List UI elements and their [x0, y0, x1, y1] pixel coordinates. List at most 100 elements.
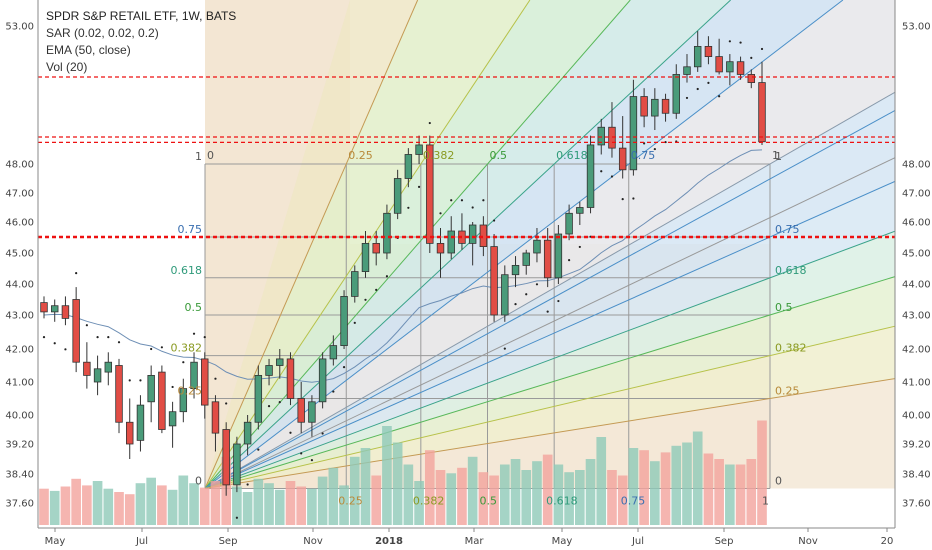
sar-dot — [707, 81, 710, 84]
sar-dot — [653, 147, 656, 151]
volume-bar — [671, 445, 682, 525]
volume-bar — [274, 489, 285, 525]
candle-body — [618, 147, 627, 171]
sar-dot — [407, 206, 410, 209]
volume-bar — [553, 464, 564, 525]
sar-dot — [525, 293, 528, 296]
x-tick-label: Jul — [135, 536, 148, 547]
sar-dot — [621, 197, 624, 201]
y-tick-right: 39.20 — [902, 440, 931, 451]
volume-bar — [424, 450, 435, 525]
fib-price-label-left: 0.382 — [171, 342, 203, 355]
volume-bar — [585, 459, 596, 525]
candle-body — [533, 239, 541, 254]
sar-dot — [300, 452, 303, 455]
volume-bar — [617, 475, 628, 525]
volume-bar — [49, 490, 60, 525]
volume-bar — [210, 481, 221, 525]
volume-bar — [339, 485, 349, 525]
candle-body — [501, 274, 509, 316]
sar-dot — [171, 385, 174, 389]
candle-body — [201, 358, 209, 406]
volume-bar — [167, 489, 178, 525]
y-tick-right: 38.40 — [902, 470, 931, 481]
volume-bar — [403, 464, 414, 525]
sar-dot — [728, 40, 731, 43]
candle-body — [597, 126, 605, 146]
candle-body — [661, 98, 670, 114]
candle-body — [404, 154, 413, 179]
sar-dot — [235, 516, 238, 519]
fib-price-label-left: 1 — [195, 150, 202, 163]
sar-dot — [696, 87, 699, 91]
sar-dot — [42, 336, 46, 339]
candle-body — [511, 264, 520, 276]
sar-dot — [96, 336, 99, 339]
legend-ema: EMA (50, close) — [46, 43, 131, 57]
x-tick-label: Mar — [465, 536, 485, 547]
gann-fan — [204, 0, 932, 489]
candle-body — [265, 365, 273, 376]
candle-body — [190, 361, 198, 390]
sar-dot — [535, 283, 539, 286]
candle-body — [683, 66, 691, 75]
volume-bar — [71, 478, 81, 525]
volume-bar — [103, 488, 114, 525]
sar-dot — [557, 299, 560, 303]
volume-bar — [199, 487, 210, 525]
candle-body — [83, 361, 91, 376]
fib-labels: 1 1 0.75 0.75 0.618 0.618 0.5 0.5 0.382 0.382 0.25… — [171, 149, 807, 508]
sar-dot — [760, 47, 764, 51]
candle-body — [147, 374, 155, 403]
candle-body — [233, 443, 241, 486]
x-tick-label: May — [552, 536, 573, 547]
sar-dot — [450, 199, 453, 202]
fan-ray-gray — [204, 157, 896, 489]
y-tick-left: 39.20 — [5, 440, 34, 451]
volume-bar — [574, 470, 585, 525]
y-tick-right: 40.00 — [902, 411, 931, 422]
sar-dot — [192, 332, 196, 335]
volume-bar — [414, 481, 424, 525]
volume-bar — [757, 420, 767, 525]
candle-body — [50, 305, 59, 313]
legend-sar: SAR (0.02, 0.02, 0.2) — [46, 26, 159, 40]
candle-body — [179, 388, 188, 413]
volume-bar — [349, 456, 360, 525]
candle-body — [490, 246, 498, 316]
sar-dot — [492, 219, 496, 222]
candle-body — [254, 374, 263, 423]
fib-time-label-bottom: 0.618 — [546, 495, 578, 508]
candle-body — [40, 302, 48, 313]
volume-bar — [682, 442, 692, 525]
candle-body — [468, 224, 477, 244]
fib-time-label-bottom: 0.382 — [413, 495, 445, 508]
sar-dot — [482, 199, 485, 202]
fib-price-label-left: 0.25 — [178, 385, 203, 398]
candle-body — [222, 429, 230, 486]
volume-bar — [146, 477, 156, 525]
candle-body — [393, 178, 402, 214]
candle-body — [126, 421, 134, 445]
volume-bar — [499, 464, 510, 525]
sar-dot — [514, 303, 517, 306]
sar-dot — [750, 56, 753, 59]
sar-dot — [664, 140, 667, 144]
fib-time-label-bottom: 0.25 — [338, 495, 363, 508]
volume-bar — [296, 486, 307, 525]
volume-bar — [82, 485, 92, 525]
y-tick-left: 43.00 — [5, 311, 34, 322]
y-tick-left: 44.00 — [5, 280, 34, 291]
candle-body — [351, 271, 359, 297]
sar-dot — [471, 206, 474, 209]
bottom-axis-bg — [0, 528, 932, 550]
left-axis-bg — [0, 0, 38, 550]
sar-dot — [718, 95, 721, 98]
candle-body — [308, 401, 316, 423]
sar-dot — [364, 298, 367, 301]
sar-dot — [150, 347, 153, 351]
candle-body — [426, 144, 434, 244]
volume-bar — [124, 494, 135, 525]
candle-body — [372, 242, 380, 254]
